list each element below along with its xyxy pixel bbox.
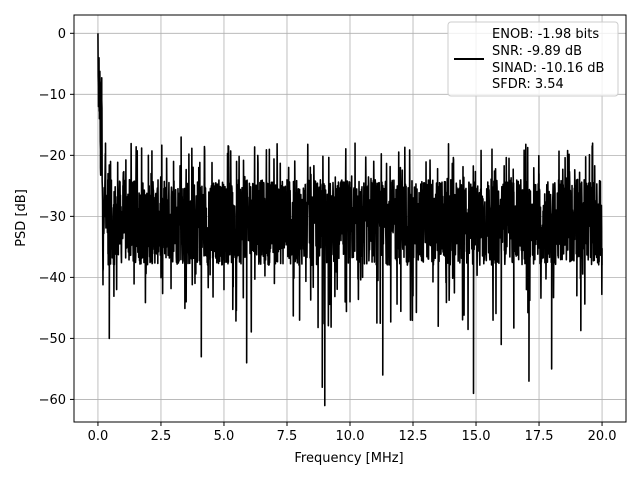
x-tick-label: 7.5	[277, 429, 298, 444]
legend-entry-enob: ENOB: -1.98 bits	[492, 27, 599, 42]
y-tick-label: −20	[39, 149, 66, 164]
x-tick-label: 15.0	[462, 429, 491, 444]
x-tick-label: 2.5	[151, 429, 172, 444]
y-axis: 0 −10 −20 −30 −40 −50 −60	[39, 27, 74, 408]
x-tick-label: 12.5	[399, 429, 428, 444]
legend-entry-sinad: SINAD: -10.16 dB	[492, 61, 604, 76]
legend: ENOB: -1.98 bits SNR: -9.89 dB SINAD: -1…	[447, 21, 619, 97]
legend-entry-snr: SNR: -9.89 dB	[492, 44, 582, 59]
x-axis: 0.0 2.5 5.0 7.5 10.0 12.5 15.0 17.5 20.0	[88, 422, 617, 444]
y-tick-label: −10	[39, 88, 66, 103]
y-tick-label: −50	[39, 332, 66, 347]
y-tick-label: 0	[58, 27, 66, 42]
x-tick-label: 0.0	[88, 429, 109, 444]
legend-entry-sfdr: SFDR: 3.54	[492, 77, 564, 92]
plot-area	[97, 33, 603, 407]
x-tick-label: 20.0	[588, 429, 617, 444]
y-tick-label: −30	[39, 210, 66, 225]
y-axis-title: PSD [dB]	[14, 189, 29, 247]
y-tick-label: −60	[39, 393, 66, 408]
psd-series-line	[97, 33, 603, 407]
x-axis-title: Frequency [MHz]	[294, 451, 403, 466]
legend-box	[447, 21, 619, 97]
x-tick-label: 17.5	[525, 429, 554, 444]
x-tick-label: 5.0	[214, 429, 235, 444]
y-tick-label: −40	[39, 271, 66, 286]
x-tick-label: 10.0	[336, 429, 365, 444]
